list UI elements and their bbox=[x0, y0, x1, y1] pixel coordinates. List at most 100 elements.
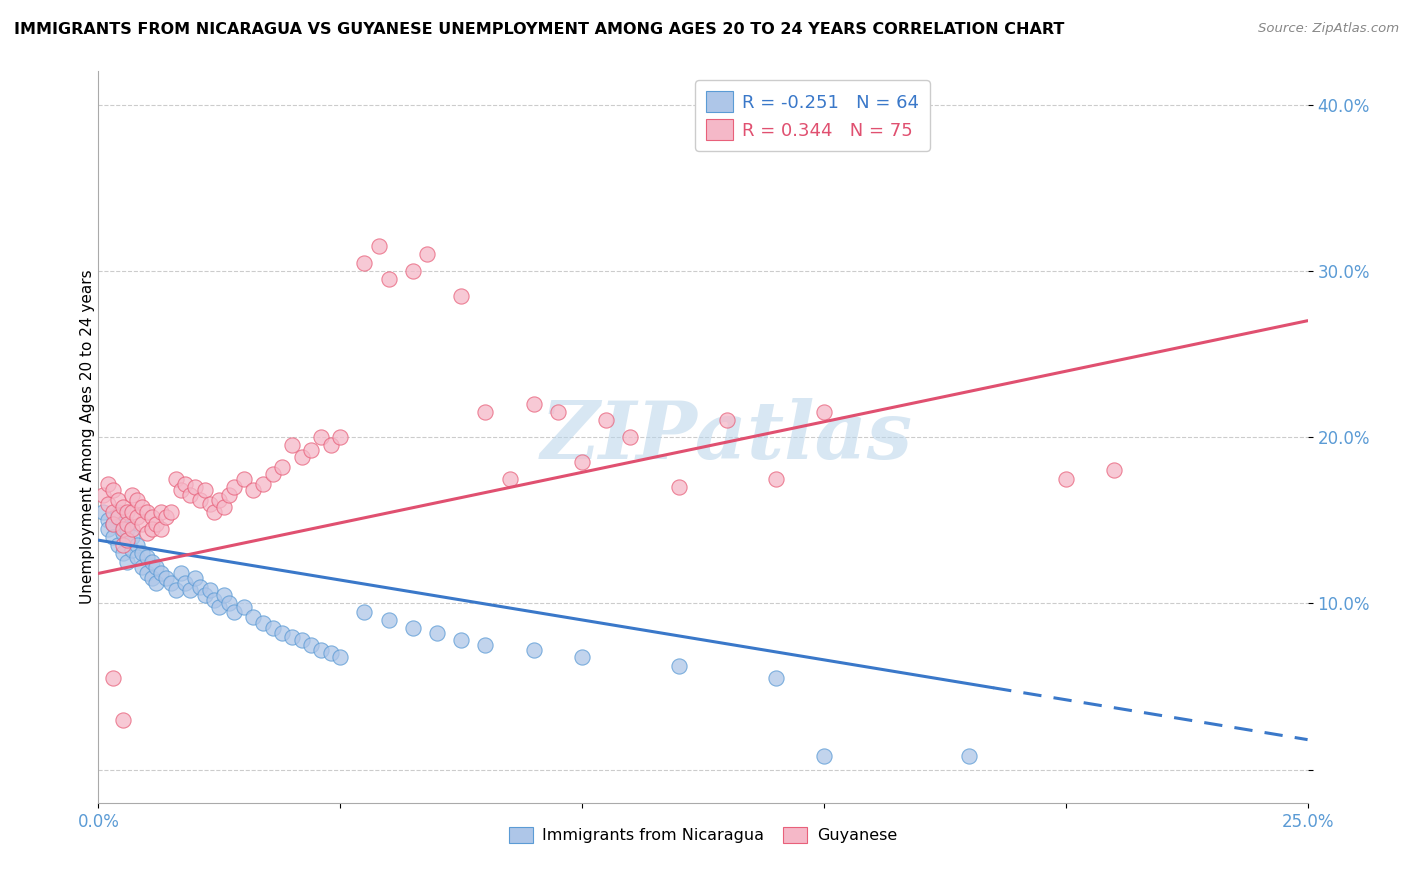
Point bbox=[290, 632, 312, 647]
Point bbox=[668, 480, 690, 494]
Point bbox=[204, 505, 226, 519]
Point bbox=[117, 533, 139, 548]
Point bbox=[450, 632, 472, 647]
Point bbox=[155, 571, 177, 585]
Point bbox=[402, 264, 425, 278]
Point bbox=[101, 483, 124, 498]
Point bbox=[290, 450, 312, 464]
Point bbox=[97, 476, 120, 491]
Legend: Immigrants from Nicaragua, Guyanese: Immigrants from Nicaragua, Guyanese bbox=[502, 821, 904, 850]
Point bbox=[121, 543, 143, 558]
Point bbox=[309, 643, 332, 657]
Point bbox=[184, 480, 207, 494]
Point bbox=[271, 460, 294, 475]
Point bbox=[222, 605, 245, 619]
Point bbox=[208, 599, 231, 614]
Point bbox=[145, 516, 167, 531]
Point bbox=[222, 480, 245, 494]
Point bbox=[368, 239, 391, 253]
Point bbox=[145, 576, 167, 591]
Point bbox=[262, 621, 284, 635]
Point bbox=[194, 483, 217, 498]
Point bbox=[121, 521, 143, 535]
Point bbox=[107, 505, 129, 519]
Text: Source: ZipAtlas.com: Source: ZipAtlas.com bbox=[1258, 22, 1399, 36]
Point bbox=[252, 476, 274, 491]
Point bbox=[131, 500, 153, 514]
Point bbox=[117, 555, 139, 569]
Point bbox=[131, 516, 153, 531]
Point bbox=[416, 247, 439, 261]
Point bbox=[155, 509, 177, 524]
Point bbox=[97, 497, 120, 511]
Point bbox=[194, 588, 217, 602]
Point bbox=[117, 533, 139, 548]
Point bbox=[91, 505, 114, 519]
Point bbox=[547, 405, 569, 419]
Point bbox=[117, 505, 139, 519]
Point bbox=[101, 530, 124, 544]
Point bbox=[184, 571, 207, 585]
Point bbox=[111, 713, 134, 727]
Point bbox=[353, 605, 375, 619]
Point bbox=[1054, 472, 1077, 486]
Point bbox=[160, 576, 183, 591]
Point bbox=[111, 538, 134, 552]
Point bbox=[271, 626, 294, 640]
Point bbox=[353, 255, 375, 269]
Point bbox=[101, 516, 124, 531]
Point bbox=[474, 405, 496, 419]
Point bbox=[101, 516, 124, 531]
Point bbox=[141, 509, 163, 524]
Point bbox=[765, 472, 787, 486]
Point bbox=[150, 566, 173, 581]
Point bbox=[1102, 463, 1125, 477]
Point bbox=[498, 472, 520, 486]
Point bbox=[150, 505, 173, 519]
Point bbox=[179, 582, 201, 597]
Point bbox=[127, 509, 149, 524]
Point bbox=[121, 505, 143, 519]
Point bbox=[329, 649, 352, 664]
Point bbox=[121, 488, 143, 502]
Point bbox=[957, 749, 980, 764]
Point bbox=[571, 455, 593, 469]
Point bbox=[169, 566, 191, 581]
Point bbox=[218, 488, 240, 502]
Point bbox=[426, 626, 449, 640]
Point bbox=[299, 638, 322, 652]
Point bbox=[111, 521, 134, 535]
Point bbox=[212, 588, 235, 602]
Point bbox=[716, 413, 738, 427]
Point bbox=[329, 430, 352, 444]
Point bbox=[377, 272, 399, 286]
Point bbox=[117, 521, 139, 535]
Point bbox=[111, 546, 134, 560]
Point bbox=[174, 476, 197, 491]
Point bbox=[101, 505, 124, 519]
Point bbox=[97, 513, 120, 527]
Point bbox=[319, 438, 342, 452]
Point bbox=[141, 571, 163, 585]
Point bbox=[127, 493, 149, 508]
Point bbox=[299, 443, 322, 458]
Text: ZIPatlas: ZIPatlas bbox=[541, 399, 914, 475]
Point bbox=[107, 493, 129, 508]
Point bbox=[232, 599, 254, 614]
Point bbox=[262, 467, 284, 481]
Point bbox=[165, 582, 187, 597]
Point bbox=[242, 609, 264, 624]
Point bbox=[309, 430, 332, 444]
Point bbox=[813, 405, 835, 419]
Point bbox=[135, 566, 157, 581]
Point bbox=[131, 559, 153, 574]
Point bbox=[135, 505, 157, 519]
Point bbox=[169, 483, 191, 498]
Point bbox=[111, 526, 134, 541]
Point bbox=[212, 500, 235, 514]
Point bbox=[188, 580, 211, 594]
Point bbox=[135, 526, 157, 541]
Point bbox=[174, 576, 197, 591]
Point bbox=[198, 582, 221, 597]
Point bbox=[131, 546, 153, 560]
